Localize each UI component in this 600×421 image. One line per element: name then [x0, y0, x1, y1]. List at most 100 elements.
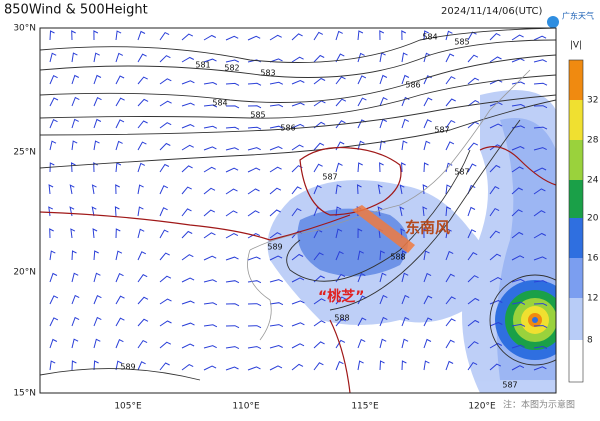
wind-barb — [203, 81, 218, 85]
wind-barb — [93, 338, 101, 349]
wind-barb — [335, 228, 343, 239]
wind-barb — [93, 272, 101, 283]
wind-barb — [247, 256, 261, 261]
wind-barb — [225, 105, 240, 109]
wind-barb — [159, 185, 169, 195]
typhoon-label: “桃芝” — [318, 288, 364, 305]
wind-barb — [115, 52, 124, 63]
wind-barb — [71, 140, 78, 151]
wind-barb — [70, 228, 76, 239]
title: 850Wind & 500Height — [4, 3, 148, 18]
wind-barb — [93, 30, 99, 41]
wind-barb — [49, 250, 56, 261]
wind-barb — [137, 251, 147, 261]
wind-barb — [225, 82, 240, 86]
lon-label: 105°E — [114, 402, 142, 412]
wind-barb — [356, 184, 362, 195]
wind-barb — [291, 253, 304, 261]
wind-barb — [71, 30, 76, 41]
wind-barb — [247, 167, 261, 173]
wind-barb — [71, 96, 80, 107]
wind-barb — [489, 321, 503, 327]
wind-barb — [269, 166, 282, 173]
wind-barb — [445, 206, 452, 217]
wind-barb — [313, 252, 324, 261]
wind-barb — [93, 97, 102, 107]
wind-barb — [511, 278, 525, 283]
axis-labels: 30°N 25°N 20°N 15°N 105°E 110°E 115°E 12… — [13, 24, 496, 412]
wind-barb — [137, 361, 146, 371]
wind-barb — [181, 230, 193, 239]
lon-label: 120°E — [468, 402, 496, 412]
wind-barb — [115, 295, 125, 305]
wind-barb — [181, 322, 195, 327]
wind-barb — [489, 342, 503, 349]
wind-barb — [247, 147, 261, 151]
wind-barb — [291, 79, 305, 85]
wind-barb — [247, 325, 262, 329]
wind-barb — [401, 52, 408, 63]
wind-barb — [467, 361, 478, 371]
wind-barb — [225, 167, 239, 173]
wind-barb — [49, 52, 57, 63]
wind-barb — [115, 184, 120, 195]
wind-barb — [511, 344, 525, 349]
wind-barb — [489, 102, 503, 107]
wind-barb — [401, 360, 407, 371]
contour-label: 586 — [280, 124, 295, 133]
wind-barb — [247, 35, 261, 41]
wind-barb — [137, 98, 149, 107]
wind-barb — [422, 184, 428, 195]
wind-barb — [467, 142, 479, 151]
wind-barb — [489, 277, 503, 283]
lat-label: 30°N — [13, 24, 36, 34]
wind-barb — [181, 80, 195, 85]
wind-barb — [91, 206, 97, 217]
wind-barb — [203, 104, 218, 108]
wind-barb — [181, 124, 195, 129]
wind-barb — [445, 76, 456, 85]
wind-barb — [159, 341, 172, 349]
wind-barb — [533, 303, 548, 307]
wind-barb — [247, 280, 262, 284]
wind-barb — [489, 207, 500, 217]
wind-barb — [92, 228, 98, 239]
wind-barb — [203, 209, 216, 217]
wind-barb — [489, 253, 502, 261]
wind-barb — [159, 78, 172, 85]
wind-barb — [335, 53, 345, 63]
wind-barb — [93, 250, 99, 261]
wind-barb — [225, 59, 240, 63]
map-area: 东南风 “桃芝” 581 582 583 584 585 586 584 585… — [40, 28, 556, 393]
wind-barb — [49, 272, 58, 283]
wind-barb — [115, 273, 124, 283]
wind-barb — [181, 254, 194, 261]
contour-label: 586 — [405, 81, 420, 90]
wind-barb — [313, 341, 325, 349]
wind-barb — [511, 231, 524, 239]
wind-barb — [377, 184, 383, 195]
contour-label: 587 — [322, 173, 337, 182]
wind-barb — [401, 30, 407, 41]
wind-barb — [159, 320, 172, 327]
wind-barb — [401, 74, 410, 85]
wind-barb — [511, 145, 525, 151]
wind-arrow — [352, 205, 415, 253]
wind-barb — [225, 126, 240, 130]
wind-barb — [445, 296, 456, 305]
wind-barb — [71, 316, 80, 327]
contour-label: 585 — [250, 111, 265, 120]
wind-barb — [49, 317, 59, 327]
wind-barb — [489, 186, 500, 195]
wind-barb — [533, 188, 546, 195]
wind-barb — [225, 210, 238, 217]
wind-barb — [49, 30, 55, 41]
wind-barb — [225, 35, 239, 41]
wind-barb — [115, 97, 125, 107]
wind-barb — [357, 250, 364, 261]
wind-barb — [313, 31, 324, 41]
colorbar-tick: 28 — [587, 136, 599, 146]
wind-barb — [71, 360, 77, 371]
wind-barb — [181, 343, 195, 349]
wind-barb — [511, 209, 523, 217]
